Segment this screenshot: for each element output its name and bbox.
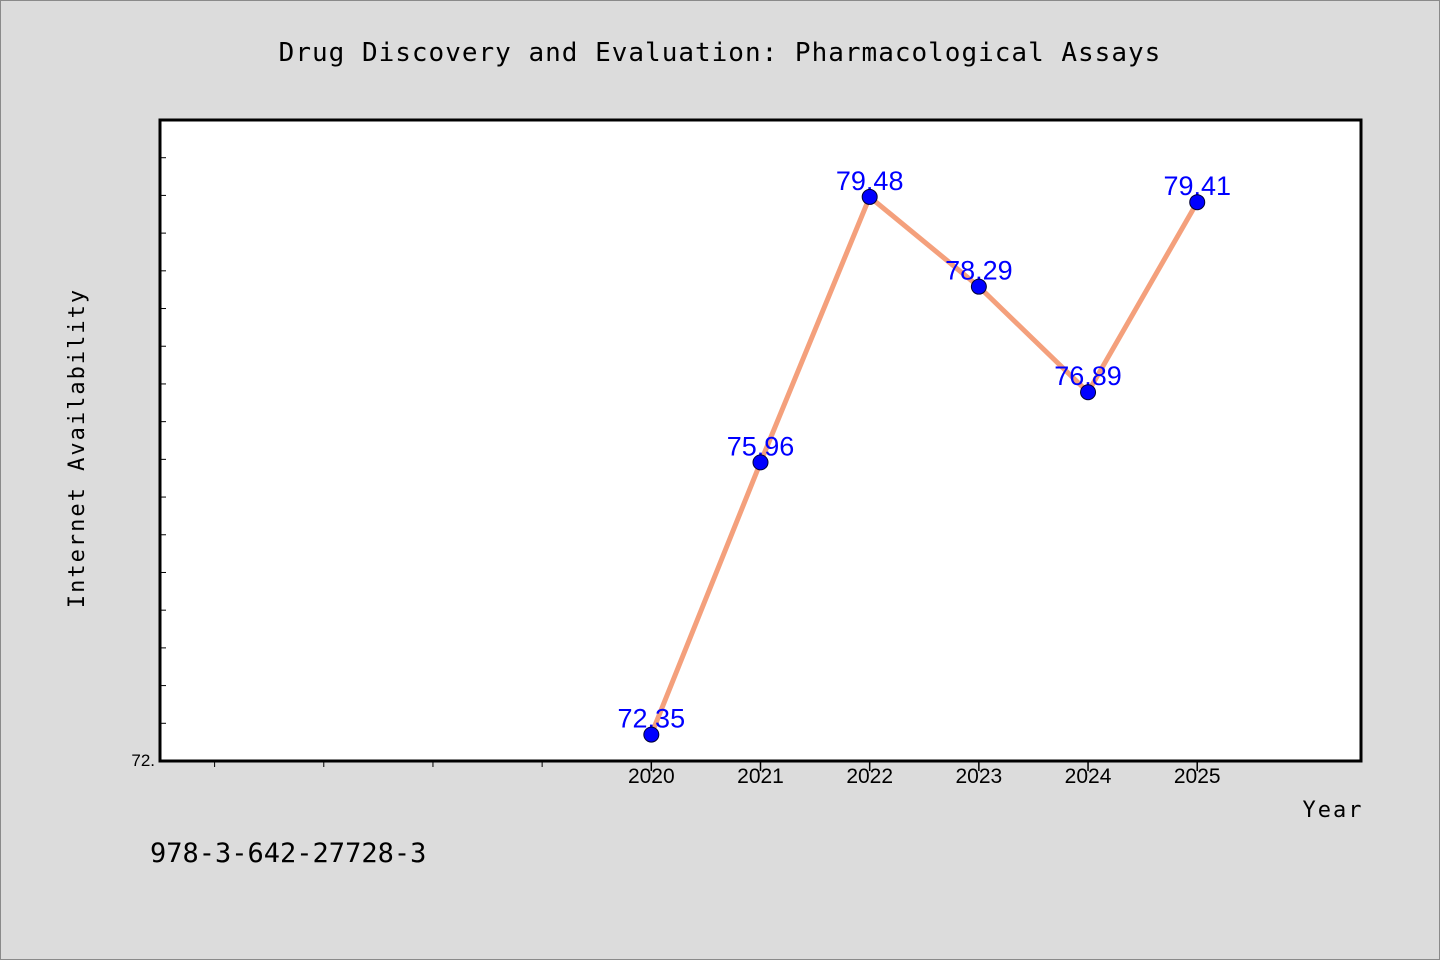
series-line xyxy=(648,194,1200,738)
y-axis-label: Internet Availability xyxy=(65,288,90,608)
x-tick-label: 2024 xyxy=(1065,765,1112,788)
data-point xyxy=(1080,384,1097,401)
x-tick-label: 2025 xyxy=(1174,765,1221,788)
data-point xyxy=(861,188,878,205)
plot-border xyxy=(158,118,1363,763)
data-markers xyxy=(643,188,1206,743)
plot-area xyxy=(160,120,1361,761)
y-tick-label: 72. xyxy=(131,751,155,770)
x-tick-label: 2023 xyxy=(956,765,1003,788)
x-tick-label: 2022 xyxy=(846,765,893,788)
data-point xyxy=(1189,194,1206,211)
x-tick-label: 2020 xyxy=(628,765,675,788)
data-point xyxy=(752,454,769,471)
data-point xyxy=(970,278,987,295)
chart-title: Drug Discovery and Evaluation: Pharmacol… xyxy=(279,38,1162,68)
x-major-ticks xyxy=(650,761,1198,771)
isbn-footer: 978-3-642-27728-3 xyxy=(150,838,426,869)
x-axis-label: Year xyxy=(1303,798,1364,823)
data-point xyxy=(643,726,660,743)
x-tick-label: 2021 xyxy=(737,765,784,788)
x-tick-labels: 2020 2021 2022 2023 2024 2025 xyxy=(628,765,1221,788)
